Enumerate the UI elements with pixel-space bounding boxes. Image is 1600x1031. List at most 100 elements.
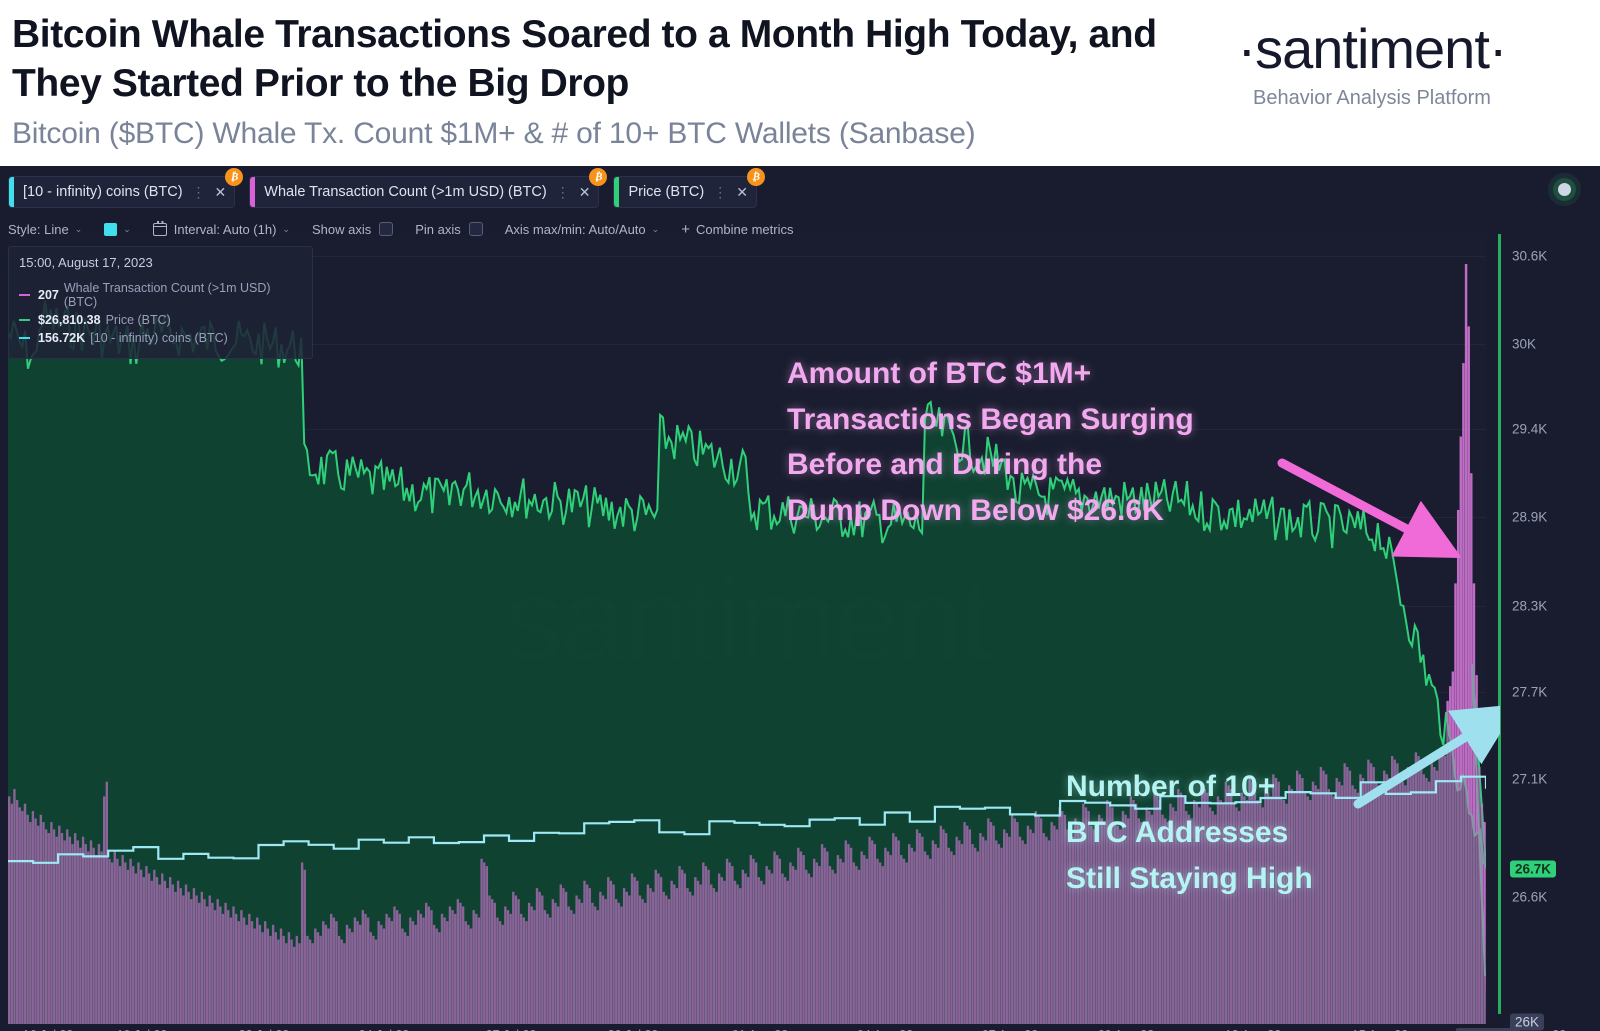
gridline [8, 429, 1486, 430]
x-axis-tick: g 23 [1542, 1028, 1566, 1031]
tab-wallets-10plus[interactable]: [10 - infinity) coins (BTC) ⋮ ✕ ₿ [8, 168, 244, 208]
bitcoin-icon: ₿ [589, 168, 608, 186]
tab-menu-icon[interactable]: ⋮ [555, 184, 570, 200]
tab-whale-transaction-count[interactable]: Whale Transaction Count (>1m USD) (BTC) … [249, 168, 608, 208]
chart-svg [8, 264, 1486, 1024]
chevron-down-icon: ⌄ [282, 223, 290, 234]
y-axis-tick: 30.6K [1512, 248, 1548, 264]
y-axis-tick: 27.1K [1512, 771, 1548, 787]
series-color-dash [19, 318, 30, 322]
tooltip-value: 156.72K [38, 331, 86, 345]
combine-metrics-button[interactable]: + Combine metrics [681, 221, 793, 238]
pin-axis-toggle[interactable]: Pin axis [415, 222, 483, 237]
x-axis-tick: 12 Aug 23 [1225, 1028, 1281, 1031]
x-axis-tick: 17 Aug 23 [1455, 1028, 1521, 1031]
tab-color-bar [9, 177, 14, 207]
series-color-dash [19, 293, 30, 297]
wallets-step-line [8, 775, 1486, 864]
y-axis-tick: 27.7K [1512, 684, 1548, 700]
tooltip-series-name: Whale Transaction Count (>1m USD) (BTC) [63, 281, 271, 309]
page-header: Bitcoin Whale Transactions Soared to a M… [0, 0, 1600, 166]
x-axis-tick: 16 Jul 23 [23, 1028, 74, 1031]
show-axis-toggle[interactable]: Show axis [311, 221, 394, 237]
x-axis-tick: 15 Aug 23 [1352, 1028, 1408, 1031]
tab-label: [10 - infinity) coins (BTC) [23, 184, 183, 200]
show-axis-checkbox[interactable] [379, 222, 394, 236]
cyan-arrow-icon [1353, 704, 1500, 809]
y-axis-tick: 29.4K [1512, 421, 1548, 437]
x-axis-tick: 09 Aug 23 [1098, 1028, 1154, 1031]
page-title: Bitcoin Whale Transactions Soared to a M… [12, 13, 1157, 106]
price-line [8, 300, 1486, 977]
chevron-down-icon: ⌄ [123, 223, 131, 234]
x-axis-tick: 07 Aug 23 [982, 1028, 1038, 1031]
plus-icon: + [681, 220, 690, 238]
y-axis-tick: 28.9K [1512, 509, 1548, 525]
tooltip-row-whale: 207 Whale Transaction Count (>1m USD) (B… [19, 281, 302, 309]
tooltip-value: 207 [38, 288, 59, 302]
axis-min-badge: 26K [1510, 1013, 1545, 1031]
tooltip-series-name: Price (BTC) [105, 313, 171, 327]
x-axis-tick: 22 Jul 23 [239, 1028, 290, 1031]
tab-color-bar [250, 177, 256, 207]
x-axis-tick: 24 Jul 23 [359, 1028, 410, 1031]
axis-minmax-label: Axis max/min: Auto/Auto [504, 221, 646, 237]
x-axis-tick: 04 Aug 23 [857, 1028, 913, 1031]
chart-toolbar: Style: Line ⌄ ⌄ Interval: Auto (1h) ⌄ Sh… [8, 218, 816, 240]
tab-label: Price (BTC) [628, 184, 705, 200]
tooltip-value: $26,810.38 [38, 313, 101, 327]
color-selector[interactable]: ⌄ [104, 222, 131, 236]
y-axis: 30.6K 30K 29.4K 28.9K 28.3K 27.7K 27.1K 26.6K 26… [1494, 234, 1600, 1031]
metric-tabs: [10 - infinity) coins (BTC) ⋮ ✕ ₿ Whale … [8, 168, 771, 208]
combine-metrics-label: Combine metrics [695, 221, 794, 237]
tooltip-series-name: [10 - infinity) coins (BTC) [90, 331, 228, 345]
axis-minmax-selector[interactable]: Axis max/min: Auto/Auto ⌄ [505, 222, 659, 237]
y-axis-tick: 30K [1512, 336, 1537, 352]
plot-canvas[interactable]: santiment [8, 234, 1486, 1024]
close-icon[interactable]: ✕ [214, 183, 227, 200]
tab-color-bar [614, 177, 620, 207]
x-axis-tick: 30 Jul 23 [608, 1028, 659, 1031]
tab-price[interactable]: Price (BTC) ⋮ ✕ ₿ [613, 168, 765, 208]
tab-label: Whale Transaction Count (>1m USD) (BTC) [264, 184, 547, 200]
tooltip-row-price: $26,810.38 Price (BTC) [19, 313, 302, 327]
annotation-cyan: Number of 10+ BTC Addresses Still Stayin… [1066, 770, 1313, 896]
pin-axis-label: Pin axis [415, 221, 461, 237]
tooltip-date: 15:00, August 17, 2023 [19, 255, 153, 270]
color-swatch-icon [104, 222, 118, 236]
live-indicator-dot [1558, 183, 1571, 196]
interval-label: Interval: Auto (1h) [173, 221, 277, 237]
pin-axis-checkbox[interactable] [468, 222, 483, 236]
style-selector[interactable]: Style: Line ⌄ [8, 222, 82, 237]
tooltip-row-wallets: 156.72K [10 - infinity) coins (BTC) [19, 331, 302, 345]
chart-tooltip: 15:00, August 17, 2023 207 Whale Transac… [8, 246, 313, 359]
pink-arrow-icon [1277, 458, 1460, 559]
series-color-dash [19, 336, 30, 340]
bar-series-overlay [8, 264, 1486, 1024]
gridline [8, 256, 1486, 257]
x-axis: 16 Jul 23 19 Jul 23 22 Jul 23 24 Jul 23 27 J… [8, 1028, 1600, 1031]
tab-menu-icon[interactable]: ⋮ [713, 184, 728, 200]
brand-block: ·santiment· Behavior Analysis Platform [1172, 16, 1572, 110]
chevron-down-icon: ⌄ [651, 223, 660, 234]
interval-selector[interactable]: Interval: Auto (1h) ⌄ [152, 220, 290, 237]
style-label: Style: Line [8, 221, 69, 237]
tab-menu-icon[interactable]: ⋮ [191, 184, 206, 200]
y-axis-tick: 28.3K [1512, 598, 1548, 614]
show-axis-label: Show axis [311, 221, 372, 237]
page-subtitle: Bitcoin ($BTC) Whale Tx. Count $1M+ & # … [12, 117, 976, 151]
chart-area: [10 - infinity) coins (BTC) ⋮ ✕ ₿ Whale … [0, 166, 1600, 1031]
calendar-icon [152, 220, 167, 236]
bitcoin-icon: ₿ [225, 168, 244, 186]
close-icon[interactable]: ✕ [578, 183, 591, 200]
y-axis-tick: 26.6K [1512, 889, 1548, 905]
chevron-down-icon: ⌄ [74, 223, 83, 234]
gridline [8, 344, 1486, 345]
x-axis-tick: 27 Jul 23 [486, 1028, 537, 1031]
bitcoin-icon: ₿ [746, 168, 765, 186]
close-icon[interactable]: ✕ [736, 183, 748, 200]
current-price-badge: 26.7K [1510, 860, 1557, 878]
y-axis-spine [1498, 234, 1501, 1014]
brand-tagline: Behavior Analysis Platform [1253, 87, 1491, 109]
santiment-logo: ·santiment· [1237, 17, 1507, 80]
